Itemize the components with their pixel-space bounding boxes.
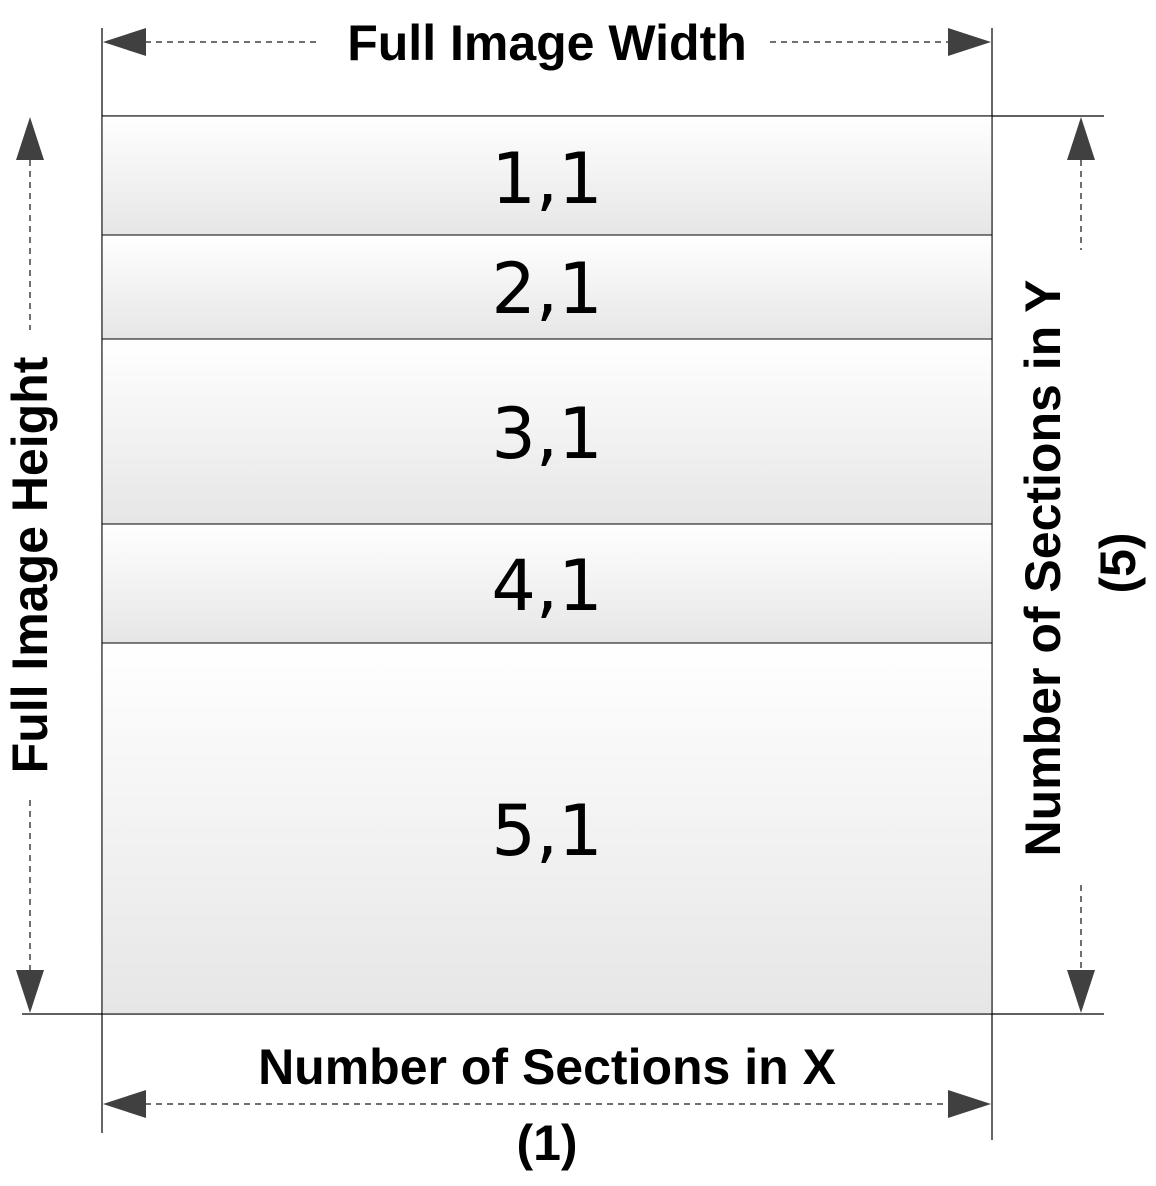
section-label-2: 2,1 <box>491 248 602 330</box>
section-label-1: 1,1 <box>491 138 602 220</box>
full-image-width-label: Full Image Width <box>347 15 747 71</box>
arrowhead-left-bottom-icon <box>103 1090 146 1118</box>
height-dimension: Full Image Height <box>2 117 58 1013</box>
section-label-3: 3,1 <box>491 393 602 475</box>
arrowhead-left-icon <box>103 28 146 56</box>
width-dimension: Full Image Width <box>103 15 991 71</box>
arrowhead-down-icon <box>16 970 44 1013</box>
section-labels: 1,1 2,1 3,1 4,1 5,1 <box>491 138 602 872</box>
section-label-4: 4,1 <box>491 545 602 627</box>
arrowhead-up-icon <box>16 117 44 160</box>
arrowhead-right-icon <box>948 28 991 56</box>
section-cell-1 <box>101 115 993 236</box>
sections-x-count: (1) <box>516 1115 577 1171</box>
arrowhead-up-right-icon <box>1067 117 1095 160</box>
section-cell-5 <box>101 642 993 1015</box>
arrowhead-right-bottom-icon <box>948 1090 991 1118</box>
full-image-height-label: Full Image Height <box>2 356 58 773</box>
section-cell-4 <box>101 523 993 644</box>
sections-y-label: Number of Sections in Y <box>1015 280 1071 857</box>
section-cells <box>101 115 993 1015</box>
section-cell-3 <box>101 338 993 525</box>
section-label-5: 5,1 <box>491 790 602 872</box>
arrowhead-down-right-icon <box>1067 970 1095 1013</box>
sections-y-dimension: Number of Sections in Y (5) <box>1015 117 1146 1013</box>
sections-x-label: Number of Sections in X <box>258 1039 836 1095</box>
sections-y-count: (5) <box>1090 532 1146 593</box>
sections-x-dimension: Number of Sections in X (1) <box>103 1039 991 1171</box>
